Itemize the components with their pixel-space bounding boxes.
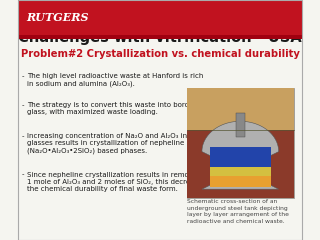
FancyBboxPatch shape [236, 113, 244, 137]
Text: Increasing concentration of Na₂O and Al₂O₃ in these
glasses results in crystalli: Increasing concentration of Na₂O and Al₂… [27, 133, 209, 154]
Text: Since nepheline crystallization results in removal of
1 mole of Al₂O₃ and 2 mole: Since nepheline crystallization results … [27, 172, 208, 192]
Text: -: - [22, 102, 25, 108]
Text: -: - [22, 73, 25, 79]
Text: Schematic cross-section of an
underground steel tank depicting
layer by layer ar: Schematic cross-section of an undergroun… [187, 199, 289, 224]
Text: RUTGERS: RUTGERS [27, 12, 89, 23]
FancyBboxPatch shape [210, 147, 271, 167]
Text: The strategy is to convert this waste into borosilicate
glass, with maximized wa: The strategy is to convert this waste in… [27, 102, 214, 115]
FancyBboxPatch shape [187, 130, 293, 198]
FancyBboxPatch shape [187, 88, 293, 198]
FancyBboxPatch shape [210, 176, 271, 187]
FancyBboxPatch shape [210, 167, 271, 176]
Text: Problem#2 Crystallization vs. chemical durability: Problem#2 Crystallization vs. chemical d… [20, 49, 300, 59]
FancyBboxPatch shape [187, 88, 293, 130]
Polygon shape [202, 121, 279, 189]
Text: The high level radioactive waste at Hanford is rich
in sodium and alumina (Al₂O₃: The high level radioactive waste at Hanf… [27, 73, 204, 87]
Text: -: - [22, 172, 25, 178]
FancyBboxPatch shape [18, 35, 302, 39]
Text: Challenges with vitrification - USA: Challenges with vitrification - USA [18, 30, 302, 45]
FancyBboxPatch shape [18, 0, 302, 35]
Text: -: - [22, 133, 25, 139]
